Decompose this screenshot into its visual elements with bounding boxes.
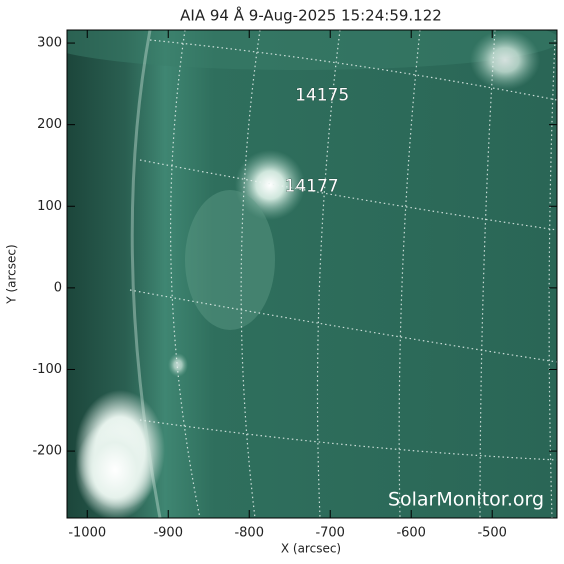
x-tick-label: -900 [153,526,183,541]
y-axis-label: Y (arcsec) [5,244,19,304]
y-tick-label: -100 [32,362,62,377]
x-tick-label: -500 [477,526,507,541]
x-tick-label: -800 [234,526,264,541]
region-label: 14175 [295,85,349,105]
y-tick-label: -200 [32,444,62,459]
plot-frame [66,29,558,519]
y-tick-label: 0 [54,280,62,295]
x-tick-label: -700 [315,526,345,541]
x-axis-label: X (arcsec) [281,542,341,556]
solar-image [67,30,557,518]
chart-title: AIA 94 Å 9-Aug-2025 15:24:59.122 [180,6,442,25]
region-label: 14177 [285,177,339,197]
watermark: SolarMonitor.org [388,489,544,511]
y-tick-label: 100 [37,199,62,214]
x-tick-label: -600 [396,526,426,541]
x-tick-label: -1000 [68,526,106,541]
y-tick-label: 200 [37,117,62,132]
y-tick-label: 300 [37,36,62,51]
